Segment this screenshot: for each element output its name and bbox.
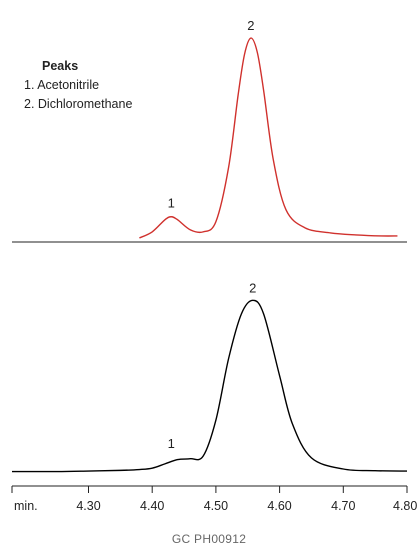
footer-code: GC PH00912 — [172, 532, 246, 546]
legend: Peaks 1. Acetonitrile 2. Dichloromethane — [24, 59, 132, 111]
bottom-peak-labels: 12 — [168, 280, 257, 451]
peak-label-1: 1 — [168, 196, 175, 211]
peak-label-2: 2 — [247, 18, 254, 33]
top-trace-line — [139, 37, 398, 239]
x-axis-unit-label: min. — [14, 499, 38, 513]
top-panel: 12 Peaks 1. Acetonitrile 2. Dichlorometh… — [12, 18, 407, 243]
x-tick-label: 4.70 — [331, 499, 355, 513]
legend-title: Peaks — [42, 59, 78, 73]
legend-item-acetonitrile: 1. Acetonitrile — [24, 78, 99, 92]
x-tick-label: 4.30 — [76, 499, 100, 513]
bottom-trace-line — [11, 299, 408, 473]
x-tick-label: 4.50 — [204, 499, 228, 513]
x-tick-label: 4.60 — [267, 499, 291, 513]
x-axis-end-label: 4.80 — [393, 499, 417, 513]
bottom-panel: 12 4.30 4.40 4.50 4.60 4.70 min. 4.80 — [11, 280, 417, 513]
legend-item-dichloromethane: 2. Dichloromethane — [24, 97, 132, 111]
peak-label-1: 1 — [168, 436, 175, 451]
peak-label-2: 2 — [249, 280, 256, 295]
x-axis-ticks: 4.30 4.40 4.50 4.60 4.70 — [11, 486, 408, 513]
top-peak-labels: 12 — [168, 18, 255, 211]
x-tick-label: 4.40 — [140, 499, 164, 513]
